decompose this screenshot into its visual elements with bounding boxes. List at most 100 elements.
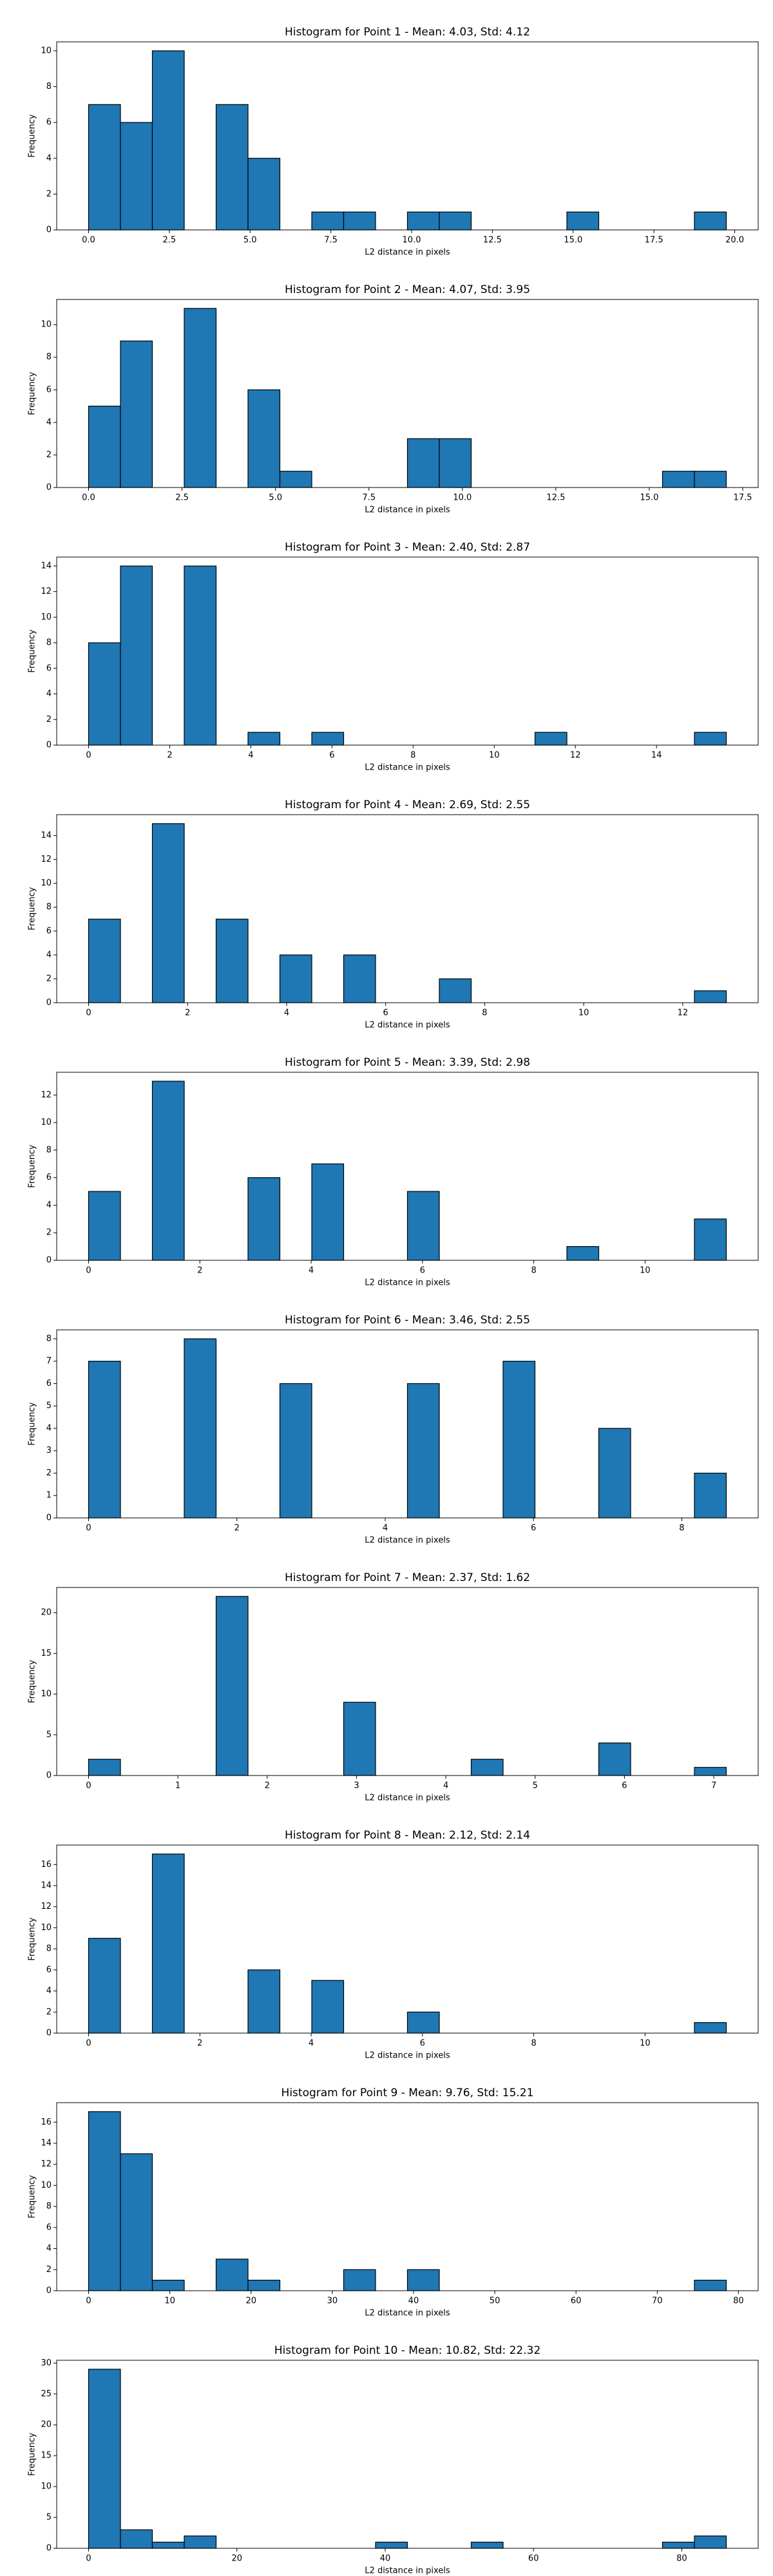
y-tick-label: 0 xyxy=(46,1513,52,1523)
x-tick-label: 7.5 xyxy=(362,493,376,503)
x-tick-label: 10.0 xyxy=(403,236,421,245)
y-tick-label: 12 xyxy=(41,1902,52,1911)
axes-frame xyxy=(56,1329,759,1519)
bar xyxy=(598,1742,631,1776)
x-tick-label: 6 xyxy=(420,1266,425,1276)
bar xyxy=(88,2369,121,2549)
x-tick-label: 0 xyxy=(86,1009,91,1018)
y-axis-label: Frequency xyxy=(28,372,37,415)
bar xyxy=(598,1428,631,1519)
y-tick-label: 10 xyxy=(41,46,52,55)
bar xyxy=(694,1766,727,1776)
x-tick-label: 10 xyxy=(640,1266,651,1276)
y-axis-label: Frequency xyxy=(28,114,37,157)
x-tick-label: 7.5 xyxy=(324,236,338,245)
y-tick-label: 0 xyxy=(46,483,52,493)
axes-frame xyxy=(56,41,759,231)
x-axis-label: L2 distance in pixels xyxy=(365,1021,450,1030)
y-tick-label: 8 xyxy=(46,638,52,648)
axes-frame xyxy=(56,1587,759,1776)
x-tick-label: 30 xyxy=(327,2297,338,2306)
chart-title: Histogram for Point 7 - Mean: 2.37, Std:… xyxy=(285,1571,530,1584)
y-tick-label: 10 xyxy=(41,2482,52,2492)
y-tick-label: 4 xyxy=(46,417,52,427)
bar xyxy=(343,2269,376,2291)
x-tick-label: 2.5 xyxy=(175,493,189,503)
bar xyxy=(470,2541,504,2549)
axes-frame xyxy=(56,814,759,1003)
chart-panel: Histogram for Point 6 - Mean: 3.46, Std:… xyxy=(28,1314,759,1546)
y-tick-label: 8 xyxy=(46,2202,52,2211)
x-tick-label: 8 xyxy=(482,1009,487,1018)
x-tick-label: 0.0 xyxy=(82,493,95,503)
x-tick-label: 4 xyxy=(248,751,253,761)
x-tick-label: 0 xyxy=(86,2039,91,2049)
y-tick-label: 2 xyxy=(46,2007,52,2017)
x-tick-label: 6 xyxy=(383,1009,388,1018)
x-tick-label: 5.0 xyxy=(243,236,257,245)
y-tick-label: 8 xyxy=(46,902,52,912)
y-tick-label: 6 xyxy=(46,926,52,936)
bar xyxy=(215,1596,249,1776)
y-tick-label: 2 xyxy=(46,1468,52,1478)
y-axis-label: Frequency xyxy=(28,629,37,672)
bar xyxy=(120,340,153,488)
y-tick-label: 14 xyxy=(41,561,52,571)
bar xyxy=(694,2280,727,2291)
x-tick-label: 3 xyxy=(354,1781,359,1791)
bar xyxy=(439,211,472,231)
y-tick-label: 0 xyxy=(46,225,52,235)
bar xyxy=(184,565,217,746)
x-tick-label: 12.5 xyxy=(546,493,565,503)
chart-panel: Histogram for Point 10 - Mean: 10.82, St… xyxy=(28,2344,759,2576)
bar xyxy=(184,2535,217,2549)
bar xyxy=(247,732,281,746)
y-tick-label: 8 xyxy=(46,82,52,91)
bar xyxy=(88,2111,121,2291)
bar xyxy=(406,211,440,231)
y-tick-label: 6 xyxy=(46,2222,52,2232)
x-tick-label: 40 xyxy=(408,2297,419,2306)
y-tick-label: 16 xyxy=(41,1860,52,1870)
x-tick-label: 0 xyxy=(86,2554,91,2564)
x-tick-label: 2.5 xyxy=(163,236,177,245)
y-tick-label: 14 xyxy=(41,1880,52,1890)
chart-panel: Histogram for Point 3 - Mean: 2.40, Std:… xyxy=(28,541,759,773)
bar xyxy=(502,1361,536,1519)
x-tick-label: 2 xyxy=(234,1524,240,1533)
x-tick-label: 17.5 xyxy=(734,493,752,503)
x-tick-label: 0 xyxy=(86,1266,91,1276)
y-axis-label: Frequency xyxy=(28,1660,37,1703)
bar xyxy=(694,2022,727,2034)
bar xyxy=(311,211,345,231)
bar xyxy=(662,471,695,488)
x-axis-label: L2 distance in pixels xyxy=(365,506,450,515)
x-tick-label: 10 xyxy=(578,1009,589,1018)
chart-title: Histogram for Point 6 - Mean: 3.46, Std:… xyxy=(285,1314,530,1327)
x-tick-label: 2 xyxy=(197,2039,202,2049)
y-tick-label: 4 xyxy=(46,2244,52,2253)
x-tick-label: 20.0 xyxy=(725,236,744,245)
x-tick-label: 4 xyxy=(383,1524,388,1533)
x-tick-label: 15.0 xyxy=(640,493,658,503)
y-tick-label: 8 xyxy=(46,1944,52,1954)
x-tick-label: 60 xyxy=(528,2554,539,2564)
x-axis-label: L2 distance in pixels xyxy=(365,248,450,258)
bar xyxy=(184,308,217,488)
y-tick-label: 30 xyxy=(41,2358,52,2368)
bar xyxy=(694,2535,727,2549)
x-tick-label: 7 xyxy=(711,1781,716,1791)
x-tick-label: 0.0 xyxy=(82,236,95,245)
y-axis-label: Frequency xyxy=(28,1402,37,1445)
x-tick-label: 0 xyxy=(86,2297,91,2306)
x-tick-label: 12.5 xyxy=(483,236,502,245)
axes-frame xyxy=(56,2360,759,2549)
y-tick-label: 3 xyxy=(46,1446,52,1455)
x-axis-label: L2 distance in pixels xyxy=(365,1794,450,1803)
y-axis-label: Frequency xyxy=(28,2432,37,2476)
y-tick-label: 4 xyxy=(46,153,52,163)
bar xyxy=(311,1980,345,2034)
y-tick-label: 10 xyxy=(41,1923,52,1933)
y-axis-label: Frequency xyxy=(28,1144,37,1188)
